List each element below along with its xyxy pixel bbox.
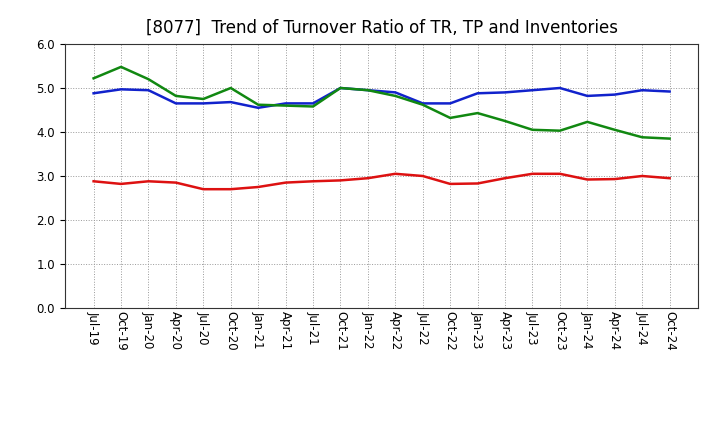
- Trade Payables: [226, 99, 235, 105]
- Trade Payables: [254, 105, 263, 110]
- Line: Trade Receivables: Trade Receivables: [94, 174, 670, 189]
- Trade Payables: [500, 90, 509, 95]
- Inventories: [364, 88, 372, 93]
- Trade Payables: [144, 88, 153, 93]
- Inventories: [254, 102, 263, 107]
- Inventories: [171, 93, 180, 99]
- Trade Payables: [282, 101, 290, 106]
- Trade Receivables: [89, 179, 98, 184]
- Trade Payables: [446, 101, 454, 106]
- Trade Payables: [309, 101, 318, 106]
- Inventories: [446, 115, 454, 121]
- Inventories: [665, 136, 674, 141]
- Inventories: [556, 128, 564, 133]
- Trade Payables: [171, 101, 180, 106]
- Inventories: [638, 135, 647, 140]
- Inventories: [117, 64, 125, 70]
- Trade Payables: [638, 88, 647, 93]
- Line: Inventories: Inventories: [94, 67, 670, 139]
- Inventories: [583, 119, 592, 125]
- Trade Receivables: [665, 176, 674, 181]
- Inventories: [500, 118, 509, 124]
- Trade Receivables: [309, 179, 318, 184]
- Trade Payables: [473, 91, 482, 96]
- Inventories: [89, 76, 98, 81]
- Trade Payables: [611, 92, 619, 97]
- Trade Payables: [364, 88, 372, 93]
- Inventories: [199, 96, 207, 102]
- Trade Receivables: [144, 179, 153, 184]
- Trade Receivables: [171, 180, 180, 185]
- Inventories: [309, 104, 318, 109]
- Trade Payables: [528, 88, 537, 93]
- Trade Receivables: [528, 171, 537, 176]
- Trade Receivables: [473, 181, 482, 186]
- Trade Receivables: [391, 171, 400, 176]
- Inventories: [528, 127, 537, 132]
- Trade Receivables: [446, 181, 454, 187]
- Trade Receivables: [583, 177, 592, 182]
- Trade Payables: [391, 90, 400, 95]
- Trade Receivables: [199, 187, 207, 192]
- Trade Receivables: [282, 180, 290, 185]
- Trade Payables: [583, 93, 592, 99]
- Trade Receivables: [117, 181, 125, 187]
- Trade Payables: [418, 101, 427, 106]
- Inventories: [473, 110, 482, 116]
- Trade Receivables: [226, 187, 235, 192]
- Trade Receivables: [556, 171, 564, 176]
- Trade Payables: [336, 85, 345, 91]
- Trade Receivables: [638, 173, 647, 179]
- Trade Payables: [665, 89, 674, 94]
- Inventories: [391, 93, 400, 99]
- Trade Payables: [199, 101, 207, 106]
- Trade Receivables: [254, 184, 263, 190]
- Trade Receivables: [418, 173, 427, 179]
- Trade Receivables: [364, 176, 372, 181]
- Inventories: [611, 127, 619, 132]
- Title: [8077]  Trend of Turnover Ratio of TR, TP and Inventories: [8077] Trend of Turnover Ratio of TR, TP…: [145, 19, 618, 37]
- Trade Receivables: [611, 176, 619, 182]
- Line: Trade Payables: Trade Payables: [94, 88, 670, 108]
- Inventories: [144, 77, 153, 82]
- Inventories: [418, 102, 427, 107]
- Trade Receivables: [336, 178, 345, 183]
- Inventories: [226, 85, 235, 91]
- Trade Payables: [556, 85, 564, 91]
- Inventories: [336, 85, 345, 91]
- Inventories: [282, 103, 290, 108]
- Trade Payables: [89, 91, 98, 96]
- Trade Payables: [117, 87, 125, 92]
- Trade Receivables: [500, 176, 509, 181]
